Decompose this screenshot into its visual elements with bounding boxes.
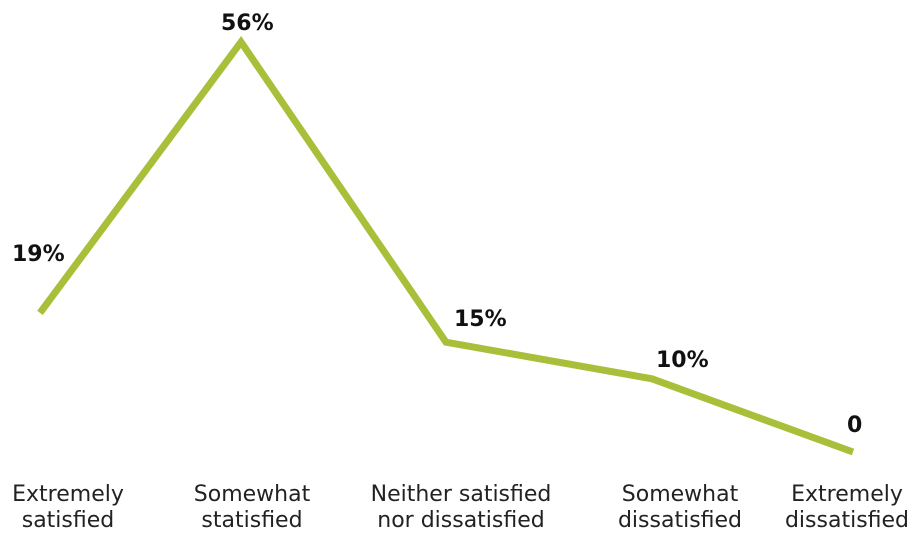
category-label-line: Extremely [791, 482, 903, 507]
category-label-line: satisfied [22, 508, 115, 533]
data-label: 19% [12, 242, 65, 267]
category-label-line: dissatisfied [618, 508, 742, 533]
category-label-line: dissatisfied [785, 508, 909, 533]
data-label: 15% [454, 307, 507, 332]
category-label: Neither satisfied nor dissatisfied [371, 482, 552, 533]
category-label-line: Somewhat [622, 482, 739, 507]
category-label: Extremely satisfied [12, 482, 124, 533]
category-label-line: Neither satisfied [371, 482, 552, 507]
category-label-line: Extremely [12, 482, 124, 507]
category-label: Extremely dissatisfied [785, 482, 909, 533]
series-line [37, 35, 855, 456]
category-label: Somewhat statisfied [194, 482, 311, 533]
data-label: 56% [221, 11, 274, 36]
line-layer [37, 35, 855, 456]
category-label-line: nor dissatisfied [377, 508, 544, 533]
category-label: Somewhat dissatisfied [618, 482, 742, 533]
category-label-line: statisfied [201, 508, 302, 533]
data-label-layer: 19% 56% 15% 10% 0 [12, 11, 862, 438]
data-label: 0 [847, 413, 862, 438]
data-label: 10% [656, 348, 709, 373]
category-label-line: Somewhat [194, 482, 311, 507]
